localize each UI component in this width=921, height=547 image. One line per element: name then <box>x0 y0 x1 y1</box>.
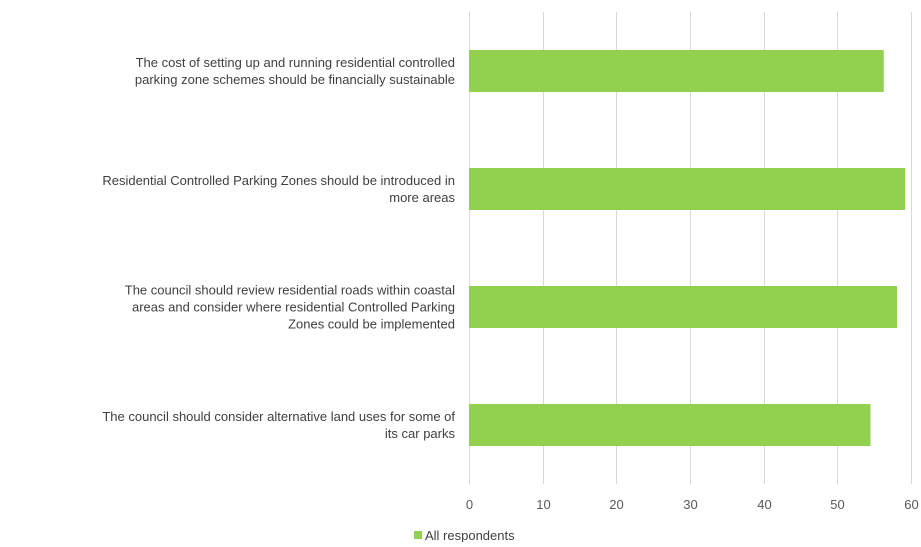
x-axis-ticks: 0 10 20 30 40 50 60 <box>466 497 919 512</box>
bar <box>469 50 884 92</box>
bar <box>469 286 898 328</box>
x-tick-label: 60 <box>904 497 918 512</box>
bar <box>469 404 871 446</box>
x-tick-label: 50 <box>830 497 844 512</box>
category-labels: The cost of setting up and running resid… <box>102 55 455 441</box>
x-tick-label: 0 <box>466 497 473 512</box>
x-tick-label: 10 <box>536 497 550 512</box>
bars <box>469 50 906 446</box>
category-label: more areas <box>389 190 455 205</box>
category-label: Zones could be implemented <box>288 317 455 332</box>
category-label: its car parks <box>385 426 456 441</box>
x-tick-label: 30 <box>683 497 697 512</box>
category-label: The council should consider alternative … <box>102 409 455 424</box>
category-label: parking zone schemes should be financial… <box>135 72 455 87</box>
x-tick-label: 20 <box>609 497 623 512</box>
legend-label: All respondents <box>425 528 515 542</box>
x-tick-label: 40 <box>757 497 771 512</box>
category-label: The cost of setting up and running resid… <box>136 55 455 70</box>
category-label: areas and consider where residential Con… <box>132 300 455 315</box>
bar <box>469 168 906 210</box>
legend-swatch <box>414 531 422 539</box>
legend: All respondents <box>414 528 515 543</box>
category-label: The council should review residential ro… <box>125 283 455 298</box>
category-label: Residential Controlled Parking Zones sho… <box>102 173 455 188</box>
